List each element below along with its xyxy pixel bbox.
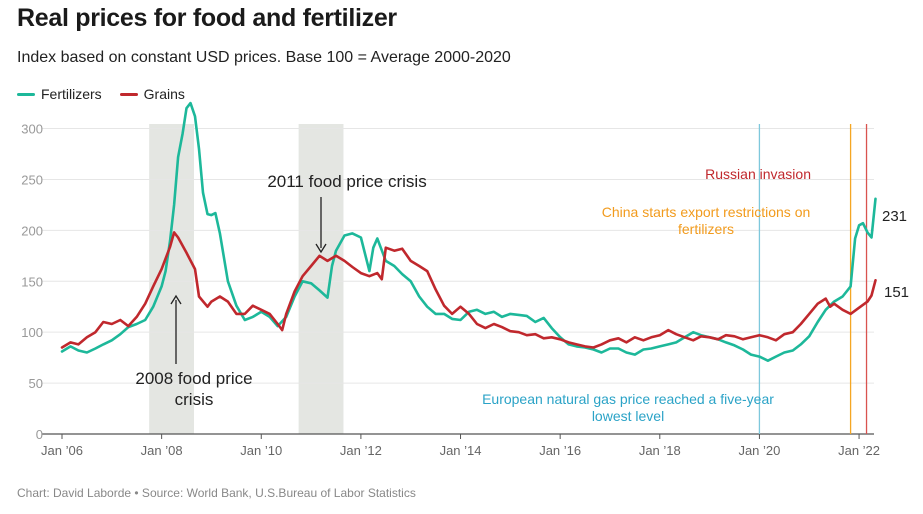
legend-label-grains: Grains [143, 86, 185, 102]
y-tick-label-300: 300 [21, 122, 43, 137]
x-tick-label-2010: Jan ’10 [240, 443, 282, 458]
annotation-china-line1: China starts export restrictions on [602, 204, 811, 220]
y-tick-label-0: 0 [36, 427, 43, 442]
y-tick-label-100: 100 [21, 325, 43, 340]
annotation-gas-price-line2: lowest level [592, 408, 664, 424]
x-tick-label-2008: Jan ’08 [141, 443, 183, 458]
y-gridlines [42, 128, 874, 435]
legend-label-fertilizers: Fertilizers [41, 86, 102, 102]
annotation-2008-arrow-head [170, 294, 182, 305]
chart-title: Real prices for food and fertilizer [17, 4, 397, 32]
y-tick-label-200: 200 [21, 223, 43, 238]
chart-source: Chart: David Laborde • Source: World Ban… [17, 486, 416, 500]
end-label-grains: 151 [884, 284, 909, 301]
crisis-shade-1 [298, 124, 344, 434]
chart-subtitle: Index based on constant USD prices. Base… [17, 49, 511, 66]
x-tick-label-2012: Jan ’12 [340, 443, 382, 458]
legend-swatch-grains [119, 92, 138, 96]
legend-item-fertilizers: Fertilizers [17, 86, 102, 102]
legend-item-grains: Grains [119, 86, 185, 102]
x-tick-label-2016: Jan ’16 [539, 443, 581, 458]
x-tick-label-2014: Jan ’14 [440, 443, 482, 458]
x-tick-label-2006: Jan ’06 [41, 443, 83, 458]
x-tick-labels: Jan ’06 Jan ’08 Jan ’10 Jan ’12 Jan ’14 Jan ’… [41, 434, 880, 458]
x-tick-label-2018: Jan ’18 [639, 443, 681, 458]
y-tick-label-150: 150 [21, 274, 43, 289]
series-line-grains [60, 231, 877, 349]
legend-swatch-fertilizers [17, 92, 35, 96]
y-tick-labels: 0 50 100 150 200 250 300 [21, 122, 43, 442]
annotation-2011-crisis: 2011 food price crisis [267, 172, 426, 191]
series-line-fertilizers [60, 101, 877, 362]
x-tick-label-2022: Jan ’22 [838, 443, 880, 458]
annotation-russian-invasion: Russian invasion [705, 166, 811, 182]
x-tick-label-2020: Jan ’20 [738, 443, 780, 458]
series-lines [60, 101, 877, 362]
y-tick-label-250: 250 [21, 172, 43, 187]
legend: Fertilizers Grains [17, 86, 185, 102]
crisis-shaded-periods [149, 124, 344, 434]
annotation-gas-price-line1: European natural gas price reached a fiv… [482, 391, 774, 407]
y-tick-label-50: 50 [29, 376, 43, 391]
annotation-2008-crisis-line1: 2008 food price [135, 369, 252, 388]
end-label-fertilizers: 231 [882, 208, 907, 225]
annotation-2008-crisis-line2: crisis [175, 390, 214, 409]
annotation-china-line2: fertilizers [678, 221, 734, 237]
annotation-2011-arrow-head [315, 243, 327, 254]
